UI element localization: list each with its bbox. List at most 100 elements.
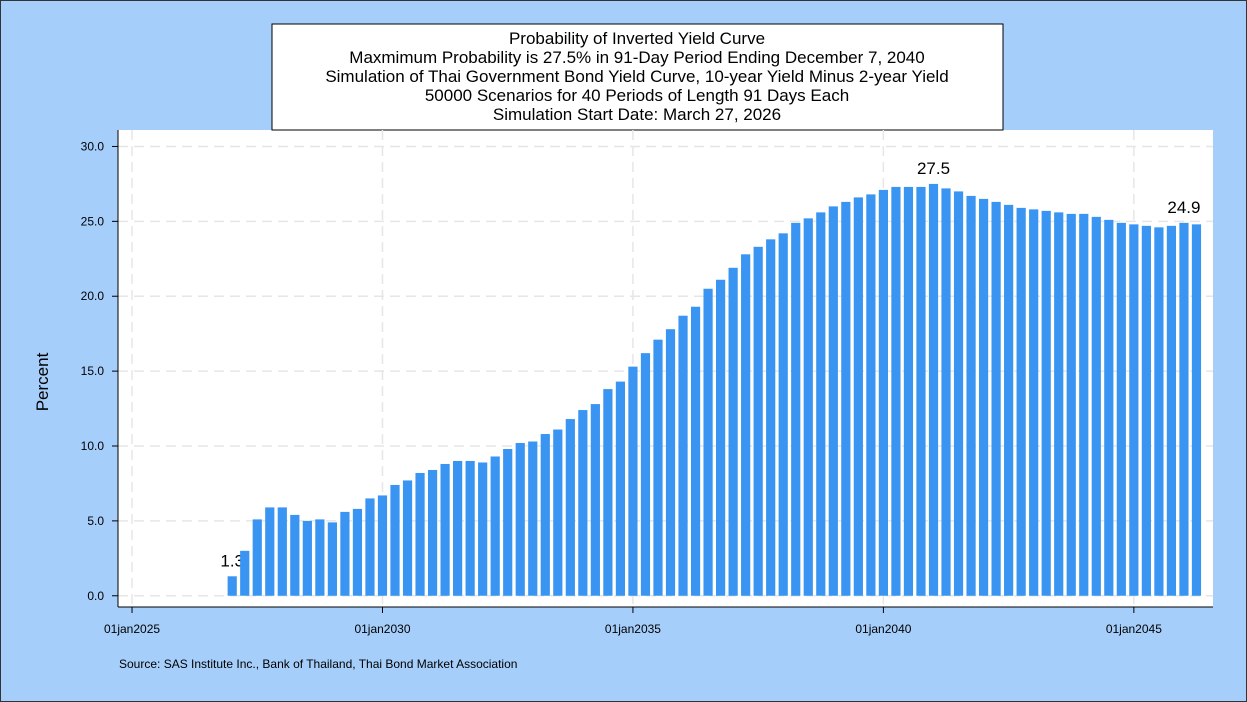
bar: [402, 480, 413, 596]
bar: [1104, 219, 1114, 596]
bar: [377, 495, 388, 596]
bar: [453, 460, 463, 596]
y-tick-label: 10.0: [81, 439, 105, 453]
x-tick-label: 01jan2025: [104, 622, 160, 636]
bar: [515, 443, 525, 596]
bar: [791, 222, 801, 596]
bar: [853, 197, 863, 596]
bar: [716, 279, 726, 596]
bar: [628, 366, 638, 596]
bar: [1116, 222, 1126, 596]
bar: [1041, 210, 1051, 596]
value-label: 1.3: [220, 551, 244, 570]
bar: [427, 469, 438, 596]
bar: [1029, 209, 1039, 596]
value-label: 27.5: [917, 159, 950, 178]
subtitle: 50000 Scenarios for 40 Periods of Length…: [425, 86, 849, 105]
bar: [916, 186, 926, 596]
bar: [1016, 207, 1026, 596]
bar: [941, 188, 951, 596]
subtitle: Simulation of Thai Government Bond Yield…: [325, 67, 948, 86]
x-tick-label: 01jan2040: [855, 622, 911, 636]
bar: [640, 353, 651, 596]
subtitle: Maxmimum Probability is 27.5% in 91-Day …: [349, 48, 924, 67]
bar: [1141, 225, 1151, 596]
bar: [803, 218, 813, 596]
bar: [503, 448, 513, 596]
bar: [327, 522, 337, 596]
bar: [590, 404, 600, 596]
bar: [1129, 224, 1139, 596]
bar: [478, 462, 488, 596]
bar: [690, 306, 701, 596]
bar: [653, 339, 663, 596]
bar: [991, 201, 1001, 596]
bar: [878, 189, 888, 596]
bar: [816, 212, 826, 596]
bar: [966, 195, 976, 596]
subtitle: Simulation Start Date: March 27, 2026: [493, 105, 781, 124]
y-tick-label: 20.0: [81, 289, 105, 303]
bar: [1166, 225, 1177, 596]
title-box: [271, 23, 1004, 131]
y-tick-label: 5.0: [87, 514, 104, 528]
bar: [1154, 227, 1164, 596]
bar: [440, 463, 450, 596]
x-tick-label: 01jan2030: [354, 622, 410, 636]
source-note: Source: SAS Institute Inc., Bank of Thai…: [119, 657, 517, 671]
x-tick-label: 01jan2045: [1106, 622, 1162, 636]
y-axis-label: Percent: [33, 352, 52, 411]
bar: [540, 434, 550, 596]
bar: [1079, 213, 1089, 596]
bar: [352, 508, 363, 596]
bar: [1054, 212, 1064, 596]
bar: [578, 410, 588, 596]
y-tick-label: 30.0: [81, 139, 105, 153]
bar: [277, 507, 287, 596]
chart-title: Probability of Inverted Yield Curve: [509, 29, 765, 48]
y-tick-label: 25.0: [81, 214, 105, 228]
bar: [240, 550, 250, 596]
bar: [1066, 213, 1076, 596]
y-tick-label: 0.0: [87, 589, 104, 603]
bar: [340, 511, 350, 596]
bar: [315, 519, 325, 596]
bar: [415, 472, 425, 596]
bar: [978, 198, 989, 596]
bar: [903, 186, 914, 596]
value-label: 24.9: [1167, 198, 1200, 217]
bar: [565, 419, 575, 596]
bar: [953, 191, 964, 596]
bar: [553, 429, 563, 596]
bar: [490, 456, 500, 596]
bar: [703, 288, 713, 596]
bar: [891, 186, 901, 596]
bar: [741, 254, 751, 596]
bar: [365, 498, 375, 596]
bar: [728, 267, 738, 596]
x-tick-label: 01jan2035: [605, 622, 661, 636]
bar: [615, 381, 626, 596]
bar: [753, 246, 763, 596]
bar: [828, 206, 838, 596]
bar: [866, 194, 876, 596]
bar: [302, 520, 312, 596]
bar: [678, 315, 688, 596]
bar: [227, 576, 237, 596]
y-tick-label: 15.0: [81, 364, 105, 378]
bar: [766, 239, 776, 596]
bar: [1179, 222, 1189, 596]
bar: [465, 460, 475, 596]
bar: [528, 441, 538, 596]
bar: [252, 519, 262, 596]
bar: [1004, 204, 1014, 596]
bar: [841, 201, 851, 596]
bar: [390, 484, 400, 596]
bar: [928, 183, 939, 596]
bar: [265, 507, 275, 596]
bar: [290, 514, 300, 596]
bar: [778, 233, 788, 596]
bar: [665, 329, 676, 596]
bar: [1091, 216, 1101, 596]
